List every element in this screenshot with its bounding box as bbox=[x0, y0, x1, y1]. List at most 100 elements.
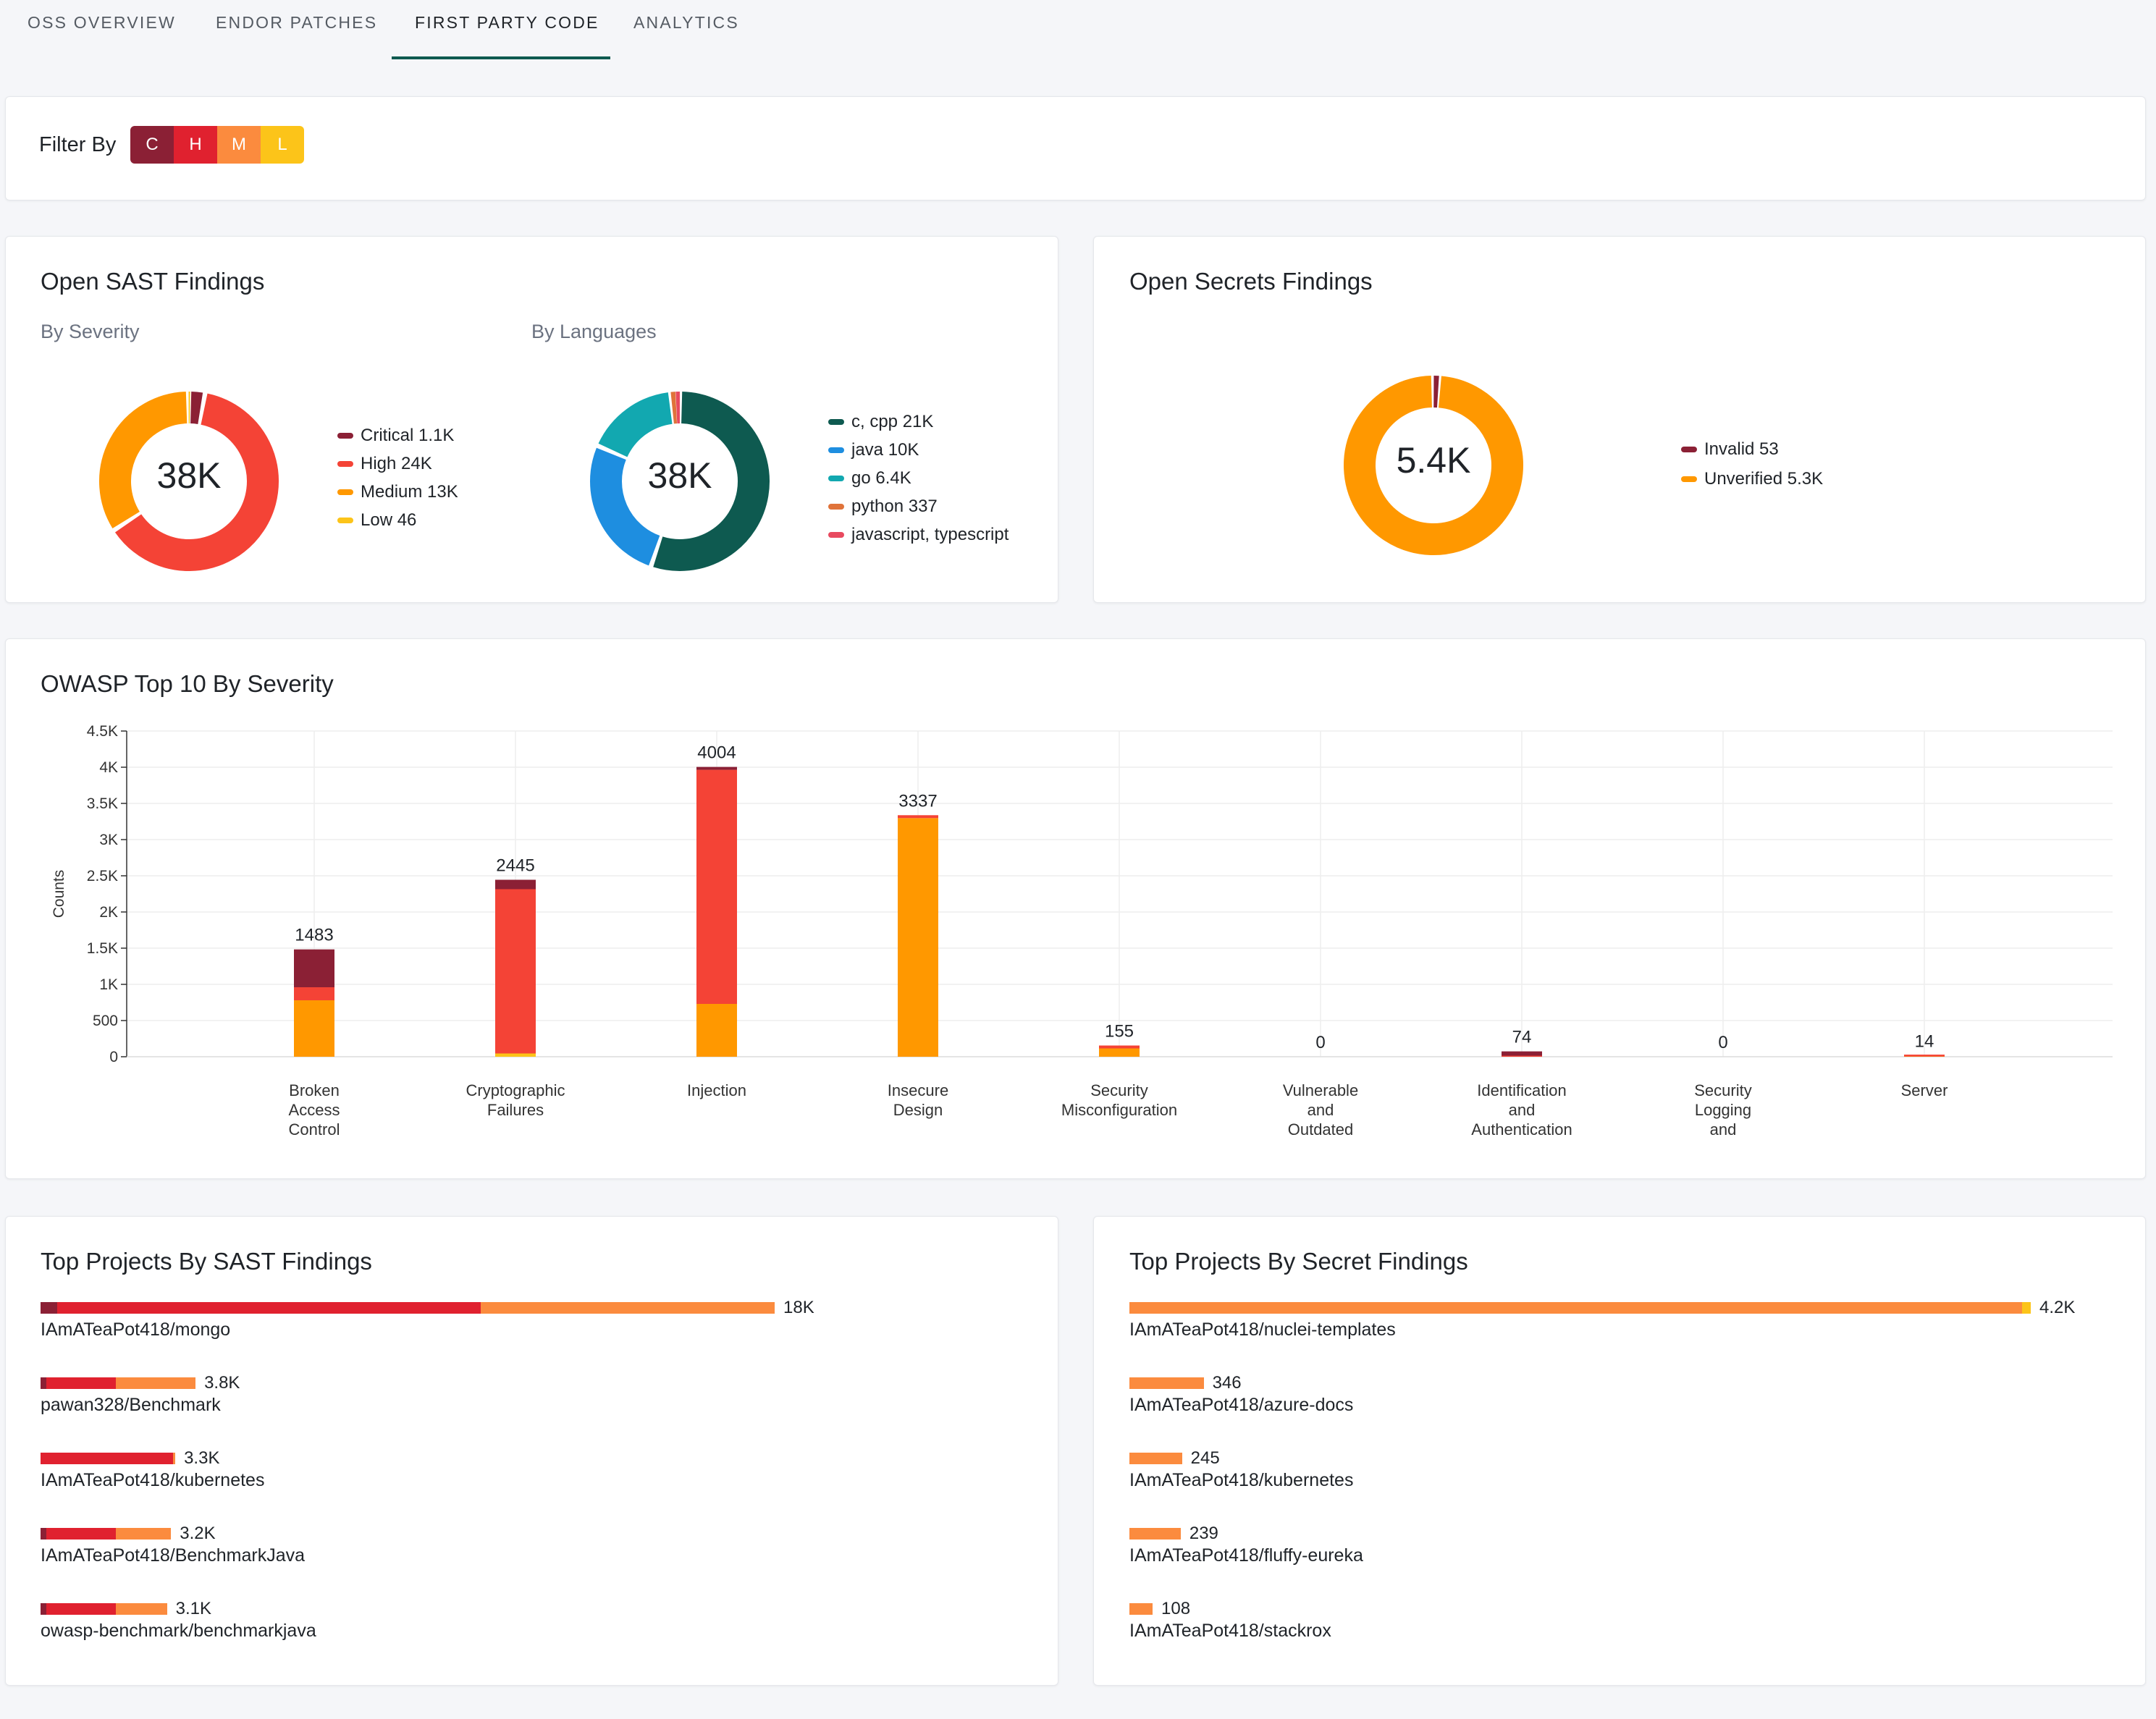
legend-label: java 10K bbox=[851, 440, 919, 460]
bar-segment-critical[interactable] bbox=[495, 879, 536, 890]
filter-high-button[interactable]: H bbox=[174, 126, 217, 164]
bar-segment-medium[interactable] bbox=[898, 818, 938, 1057]
project-bar-segment-unverified[interactable] bbox=[1129, 1302, 2023, 1314]
project-value-label: 245 bbox=[1190, 1448, 1220, 1468]
project-bar-segment-high[interactable] bbox=[46, 1377, 117, 1389]
project-name-link[interactable]: IAmATeaPot418/kubernetes bbox=[41, 1470, 265, 1490]
tab-oss-overview[interactable]: OSS OVERVIEW bbox=[28, 13, 176, 32]
bar-segment-high[interactable] bbox=[1099, 1045, 1140, 1049]
x-category-label: Injection bbox=[687, 1081, 746, 1099]
bar-segment-medium[interactable] bbox=[1099, 1048, 1140, 1057]
severity-legend-item[interactable]: Low 46 bbox=[337, 510, 416, 531]
bar-segment-high[interactable] bbox=[495, 889, 536, 1054]
bar-total-label: 2445 bbox=[496, 856, 534, 876]
tab-analytics[interactable]: ANALYTICS bbox=[633, 13, 739, 32]
project-name-link[interactable]: owasp-benchmark/benchmarkjava bbox=[41, 1621, 316, 1641]
owasp-card bbox=[5, 638, 2146, 1179]
donut-slice-critical[interactable] bbox=[190, 392, 203, 425]
bar-segment-high[interactable] bbox=[696, 769, 737, 1004]
project-bar-segment-medium[interactable] bbox=[116, 1528, 172, 1540]
x-category-label: Design bbox=[893, 1101, 943, 1119]
donut-slice-go[interactable] bbox=[598, 392, 673, 457]
legend-swatch bbox=[1681, 476, 1697, 482]
y-tick-label: 3.5K bbox=[87, 795, 118, 812]
project-bar-segment-unverified[interactable] bbox=[1129, 1528, 1181, 1540]
bar-segment-medium[interactable] bbox=[294, 1000, 334, 1057]
bar-segment-critical[interactable] bbox=[294, 949, 334, 987]
bar-segment-critical[interactable] bbox=[696, 766, 737, 770]
x-category-label: and bbox=[1509, 1101, 1536, 1119]
legend-label: c, cpp 21K bbox=[851, 412, 934, 431]
project-value-label: 18K bbox=[783, 1298, 814, 1317]
language-legend-item[interactable]: go 6.4K bbox=[828, 468, 911, 489]
bar-total-label: 3337 bbox=[898, 791, 937, 811]
project-name-link[interactable]: IAmATeaPot418/fluffy-eureka bbox=[1129, 1545, 1363, 1566]
donut-slice-c-cpp[interactable] bbox=[653, 392, 770, 571]
bar-segment-high[interactable] bbox=[1502, 1055, 1542, 1057]
project-bar-segment-high[interactable] bbox=[56, 1302, 481, 1314]
language-legend-item[interactable]: java 10K bbox=[828, 440, 919, 460]
bar-segment-low[interactable] bbox=[495, 1053, 536, 1057]
x-category-label: Authentication bbox=[1471, 1120, 1572, 1139]
project-value-label: 346 bbox=[1212, 1373, 1242, 1393]
project-bar-segment-medium[interactable] bbox=[481, 1302, 775, 1314]
x-category-label: Misconfiguration bbox=[1061, 1101, 1177, 1119]
legend-label: Unverified 5.3K bbox=[1704, 469, 1824, 489]
project-name-link[interactable]: IAmATeaPot418/nuclei-templates bbox=[1129, 1319, 1396, 1340]
secrets-legend-item[interactable]: Invalid 53 bbox=[1681, 439, 1779, 460]
project-bar-segment-high[interactable] bbox=[46, 1603, 117, 1615]
x-category-label: Insecure bbox=[888, 1081, 948, 1099]
severity-legend-item[interactable]: Critical 1.1K bbox=[337, 426, 454, 446]
legend-label: Medium 13K bbox=[361, 482, 458, 502]
project-bar-segment-unverified[interactable] bbox=[1129, 1453, 1182, 1464]
project-name-link[interactable]: pawan328/Benchmark bbox=[41, 1395, 221, 1415]
bar-segment-high[interactable] bbox=[294, 987, 334, 1000]
project-bar-segment-medium[interactable] bbox=[173, 1453, 176, 1464]
project-bar-segment-critical[interactable] bbox=[41, 1603, 47, 1615]
severity-legend-item[interactable]: Medium 13K bbox=[337, 482, 458, 502]
project-bar-segment-high[interactable] bbox=[41, 1453, 174, 1464]
donut-slice-medium[interactable] bbox=[99, 392, 188, 528]
bar-segment-high[interactable] bbox=[1904, 1055, 1945, 1057]
languages-donut-total: 38K bbox=[647, 455, 712, 496]
legend-swatch bbox=[337, 461, 353, 467]
project-name-link[interactable]: IAmATeaPot418/azure-docs bbox=[1129, 1395, 1354, 1415]
legend-label: Low 46 bbox=[361, 510, 417, 530]
tab-endor-patches[interactable]: ENDOR PATCHES bbox=[216, 13, 378, 32]
bar-segment-medium[interactable] bbox=[696, 1004, 737, 1057]
donut-slice-java[interactable] bbox=[590, 447, 660, 566]
donut-slice-unverified[interactable] bbox=[1344, 376, 1523, 555]
project-bar-segment-unverified[interactable] bbox=[1129, 1603, 1153, 1615]
filter-critical-button[interactable]: C bbox=[130, 126, 174, 164]
project-name-link[interactable]: IAmATeaPot418/stackrox bbox=[1129, 1621, 1331, 1641]
project-bar-segment-critical[interactable] bbox=[41, 1528, 47, 1540]
language-legend-item[interactable]: python 337 bbox=[828, 497, 938, 517]
language-legend-item[interactable]: c, cpp 21K bbox=[828, 412, 933, 432]
bar-segment-high[interactable] bbox=[898, 815, 938, 819]
secrets-findings-title: Open Secrets Findings bbox=[1129, 268, 1373, 295]
project-name-link[interactable]: IAmATeaPot418/kubernetes bbox=[1129, 1470, 1354, 1490]
project-name-link[interactable]: IAmATeaPot418/mongo bbox=[41, 1319, 231, 1340]
project-bar-segment-medium[interactable] bbox=[116, 1603, 167, 1615]
y-tick-label: 1K bbox=[99, 976, 118, 993]
project-bar-segment-critical[interactable] bbox=[41, 1377, 47, 1389]
project-bar-segment-medium[interactable] bbox=[116, 1377, 196, 1389]
top-tabs: OSS OVERVIEW ENDOR PATCHES FIRST PARTY C… bbox=[0, 0, 2156, 61]
legend-swatch bbox=[828, 419, 844, 425]
project-bar-segment-low[interactable] bbox=[2022, 1302, 2031, 1314]
secrets-legend-item[interactable]: Unverified 5.3K bbox=[1681, 469, 1823, 489]
project-bar-segment-high[interactable] bbox=[46, 1528, 117, 1540]
project-name-link[interactable]: IAmATeaPot418/BenchmarkJava bbox=[41, 1545, 306, 1566]
filter-low-button[interactable]: L bbox=[261, 126, 304, 164]
tab-first-party-code[interactable]: FIRST PARTY CODE bbox=[415, 13, 599, 32]
language-legend-item[interactable]: javascript, typescript bbox=[828, 525, 1008, 545]
x-category-label: Control bbox=[289, 1120, 340, 1139]
severity-legend-item[interactable]: High 24K bbox=[337, 454, 432, 474]
donut-slice-high[interactable] bbox=[114, 393, 279, 571]
bar-segment-critical[interactable] bbox=[1502, 1051, 1542, 1056]
filter-medium-button[interactable]: M bbox=[217, 126, 261, 164]
x-category-label: Access bbox=[289, 1101, 340, 1119]
x-category-label: Security bbox=[1090, 1081, 1148, 1099]
project-bar-segment-unverified[interactable] bbox=[1129, 1377, 1204, 1389]
project-bar-segment-critical[interactable] bbox=[41, 1302, 57, 1314]
